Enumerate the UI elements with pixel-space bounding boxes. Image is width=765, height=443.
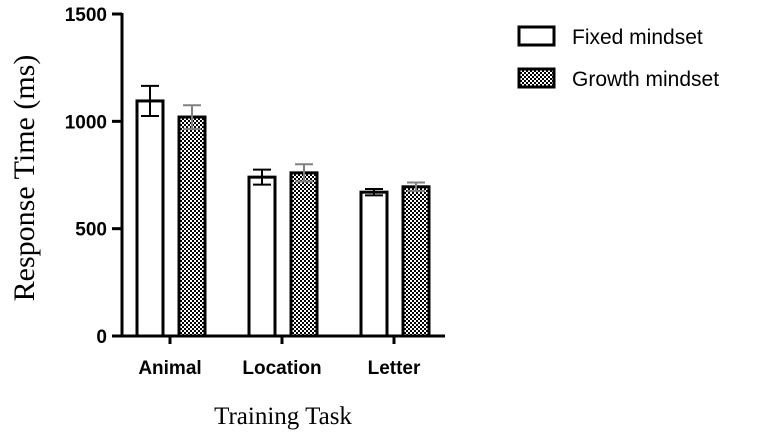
bar-animal-growth (177, 115, 207, 338)
x-axis-ticks: Animal Location Letter (138, 336, 421, 379)
bar-letter-fixed (359, 190, 389, 338)
y-tick-label: 500 (75, 220, 107, 241)
bar-letter-growth (401, 185, 431, 338)
axes (120, 13, 445, 338)
legend-swatch (517, 25, 556, 47)
y-tick-label: 1500 (65, 5, 107, 26)
bar-location-fixed (247, 175, 277, 338)
legend-label: Fixed mindset (572, 26, 703, 49)
legend-label: Growth mindset (572, 68, 719, 91)
x-axis-title: Training Task (214, 403, 352, 430)
y-axis-title: Response Time (ms) (8, 55, 41, 302)
y-tick-label: 0 (96, 327, 107, 348)
y-axis-ticks: 0 500 1000 1500 (65, 5, 122, 348)
bar-location-growth (289, 171, 319, 338)
bar-animal-fixed (135, 99, 165, 338)
x-tick-label-animal: Animal (138, 358, 201, 379)
y-tick-label: 1000 (65, 112, 107, 133)
bars (135, 84, 431, 338)
legend-swatch (517, 67, 556, 89)
legend: Fixed mindset Growth mindset (517, 25, 719, 91)
x-tick-label-location: Location (242, 358, 321, 379)
x-tick-label-letter: Letter (368, 358, 421, 379)
